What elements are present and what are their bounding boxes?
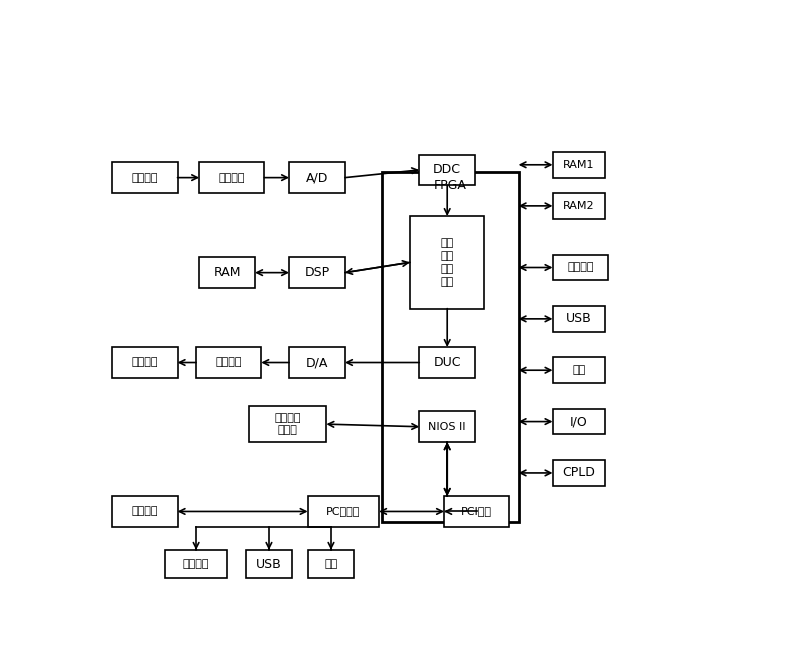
Bar <box>289 257 345 288</box>
Text: CPLD: CPLD <box>562 466 595 480</box>
Bar <box>553 152 606 177</box>
Bar <box>553 306 606 331</box>
Bar <box>246 550 292 578</box>
Text: A/D: A/D <box>306 171 328 184</box>
Bar <box>553 193 606 219</box>
Bar <box>419 412 475 442</box>
Text: DUC: DUC <box>434 356 461 369</box>
Text: RAM1: RAM1 <box>563 160 594 170</box>
Bar <box>419 155 475 185</box>
Text: FPGA: FPGA <box>434 179 466 192</box>
Bar <box>382 173 518 522</box>
Text: 嵌入式人
机界面: 嵌入式人 机界面 <box>274 413 301 436</box>
Bar <box>553 460 606 486</box>
Text: DSP: DSP <box>305 266 330 279</box>
Text: USB: USB <box>256 558 282 570</box>
Text: PC上位机: PC上位机 <box>326 506 361 516</box>
Text: 信息
处理
算法
单元: 信息 处理 算法 单元 <box>441 237 454 287</box>
Text: RAM2: RAM2 <box>563 201 594 211</box>
Bar <box>199 257 255 288</box>
Bar <box>112 347 178 378</box>
Bar <box>249 406 326 442</box>
Bar <box>444 496 510 527</box>
Bar <box>410 216 485 309</box>
Text: D/A: D/A <box>306 356 328 369</box>
Bar <box>289 162 345 193</box>
Text: I/O: I/O <box>570 415 588 428</box>
Bar <box>199 162 264 193</box>
Text: 上变频器: 上变频器 <box>215 358 242 368</box>
Text: 光纤: 光纤 <box>324 559 338 569</box>
Text: 射频发射: 射频发射 <box>132 358 158 368</box>
Bar <box>419 347 475 378</box>
Bar <box>553 409 606 434</box>
Bar <box>308 550 354 578</box>
Bar <box>289 347 345 378</box>
Text: 下变频器: 下变频器 <box>218 173 245 183</box>
Bar <box>196 347 261 378</box>
Text: DDC: DDC <box>434 163 462 176</box>
Text: RAM: RAM <box>214 266 241 279</box>
Bar <box>165 550 227 578</box>
Text: NIOS II: NIOS II <box>429 422 466 432</box>
Bar <box>308 496 379 527</box>
Text: USB: USB <box>566 312 592 325</box>
Text: 串行接口: 串行接口 <box>567 263 594 273</box>
Bar <box>112 496 178 527</box>
Bar <box>112 162 178 193</box>
Bar <box>553 358 606 383</box>
Text: 串行接口: 串行接口 <box>183 559 210 569</box>
Text: 射频接收: 射频接收 <box>132 173 158 183</box>
Text: 人机界面: 人机界面 <box>132 506 158 516</box>
Bar <box>553 255 608 280</box>
Text: 光纤: 光纤 <box>572 366 586 376</box>
Text: PCI总线: PCI总线 <box>461 506 492 516</box>
